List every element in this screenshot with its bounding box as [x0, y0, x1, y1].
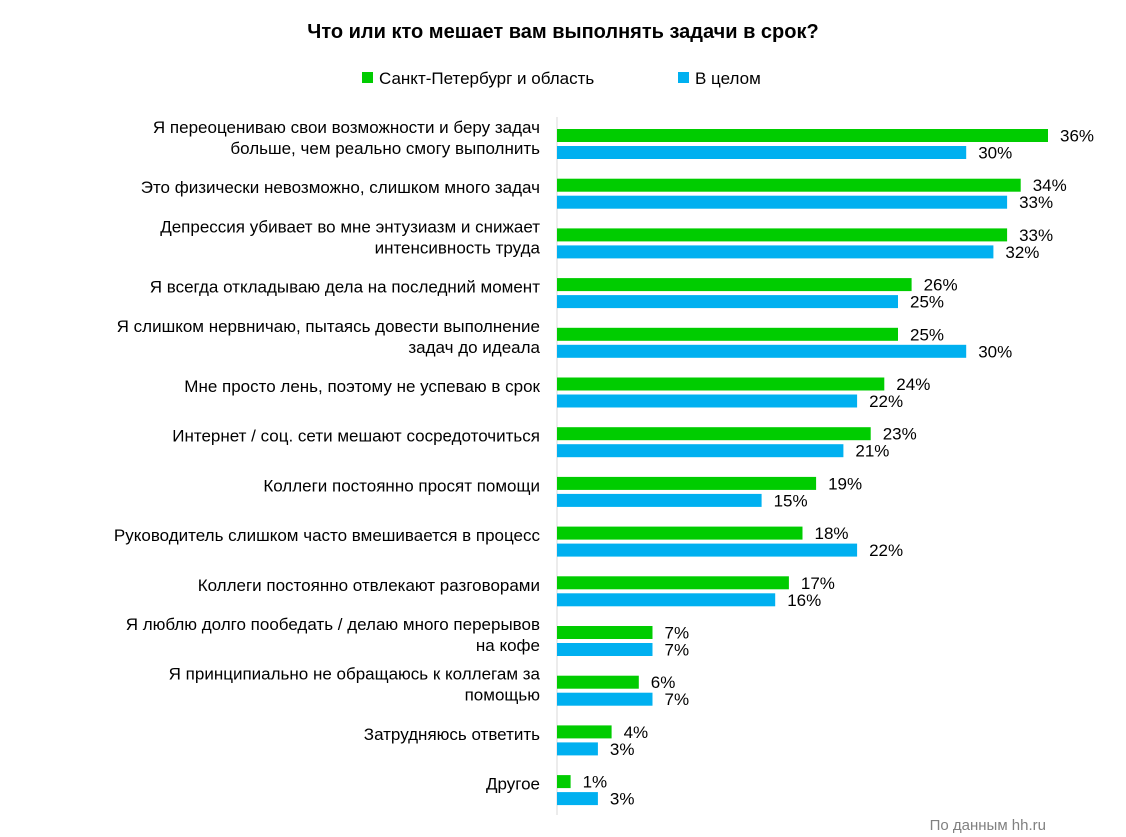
data-label: 22% — [869, 392, 903, 411]
bar-overall — [557, 195, 1008, 209]
data-label: 18% — [815, 524, 849, 543]
category-label: интенсивность труда — [375, 238, 541, 257]
legend-label-spb: Санкт-Петербург и область — [379, 69, 594, 88]
bar-spb — [557, 626, 653, 639]
data-label: 7% — [665, 641, 690, 660]
bar-spb — [557, 526, 803, 540]
data-label: 15% — [774, 491, 808, 510]
data-label: 1% — [583, 773, 608, 792]
bar-overall — [557, 344, 967, 358]
bar-spb — [557, 675, 639, 689]
data-label: 26% — [924, 276, 958, 295]
data-label: 34% — [1033, 176, 1067, 195]
bar-spb — [557, 178, 1021, 192]
data-label: 33% — [1019, 193, 1053, 212]
bar-overall — [557, 742, 598, 756]
category-label: помощью — [465, 686, 541, 705]
source-note: По данным hh.ru — [930, 817, 1046, 834]
category-label: Я всегда откладываю дела на последний мо… — [150, 278, 540, 297]
category-label: Депрессия убивает во мне энтузиазм и сни… — [160, 217, 540, 236]
category-label: Другое — [486, 775, 540, 794]
bar-overall — [557, 146, 967, 159]
bar-spb — [557, 725, 612, 739]
data-label: 16% — [787, 591, 821, 610]
bar-overall — [557, 792, 598, 806]
legend-swatch-spb — [362, 72, 373, 83]
category-label: Интернет / соц. сети мешают сосредоточит… — [172, 427, 540, 446]
bar-spb — [557, 576, 789, 590]
data-label: 3% — [610, 790, 635, 809]
data-label: 33% — [1019, 226, 1053, 245]
data-label: 19% — [828, 474, 862, 493]
data-label: 30% — [978, 342, 1012, 361]
category-label: Затрудняюсь ответить — [364, 725, 540, 744]
category-label: задач до идеала — [408, 338, 540, 357]
bar-spb — [557, 327, 898, 341]
legend-label-overall: В целом — [695, 69, 761, 88]
data-label: 3% — [610, 740, 635, 759]
bar-overall — [557, 295, 898, 309]
bar-overall — [557, 444, 844, 458]
bar-spb — [557, 228, 1008, 242]
data-label: 25% — [910, 325, 944, 344]
legend: Санкт-Петербург и область В целом — [362, 69, 761, 88]
category-label: Я принципиально не обращаюсь к коллегам … — [169, 665, 541, 684]
category-label: Я люблю долго пообедать / делаю много пе… — [126, 615, 540, 634]
bar-spb — [557, 278, 912, 292]
data-label: 21% — [855, 442, 889, 461]
bar-overall — [557, 593, 776, 607]
category-label: на кофе — [476, 636, 540, 655]
data-label: 24% — [896, 375, 930, 394]
data-label: 32% — [1005, 243, 1039, 262]
bar-overall — [557, 643, 653, 656]
bar-overall — [557, 543, 858, 557]
data-label: 25% — [910, 293, 944, 312]
bar-spb — [557, 377, 885, 391]
chart-title: Что или кто мешает вам выполнять задачи … — [307, 21, 818, 43]
bar-spb — [557, 129, 1048, 142]
category-label: больше, чем реально смогу выполнить — [230, 139, 540, 158]
data-label: 7% — [665, 624, 690, 643]
category-label: Я переоцениваю свои возможности и беру з… — [153, 118, 540, 137]
category-label: Коллеги постоянно отвлекают разговорами — [198, 576, 540, 595]
bar-overall — [557, 245, 994, 259]
category-label: Я слишком нервничаю, пытаясь довести вып… — [117, 317, 540, 336]
data-label: 6% — [651, 673, 676, 692]
bar-overall — [557, 493, 762, 507]
category-label: Коллеги постоянно просят помощи — [263, 476, 540, 495]
bar-overall — [557, 692, 653, 706]
data-label: 30% — [978, 144, 1012, 163]
category-label: Это физически невозможно, слишком много … — [141, 178, 540, 197]
data-label: 22% — [869, 541, 903, 560]
bar-spb — [557, 476, 817, 490]
category-label: Руководитель слишком часто вмешивается в… — [114, 526, 541, 545]
category-label: Мне просто лень, поэтому не успеваю в ср… — [184, 377, 540, 396]
legend-swatch-overall — [678, 72, 689, 83]
data-label: 23% — [883, 425, 917, 444]
data-label: 7% — [665, 690, 690, 709]
bar-spb — [557, 427, 871, 441]
data-label: 36% — [1060, 127, 1094, 146]
plot-area: Я переоцениваю свои возможности и беру з… — [114, 118, 1094, 809]
data-label: 4% — [624, 723, 649, 742]
data-label: 17% — [801, 574, 835, 593]
bar-overall — [557, 394, 858, 408]
bar-spb — [557, 775, 571, 789]
